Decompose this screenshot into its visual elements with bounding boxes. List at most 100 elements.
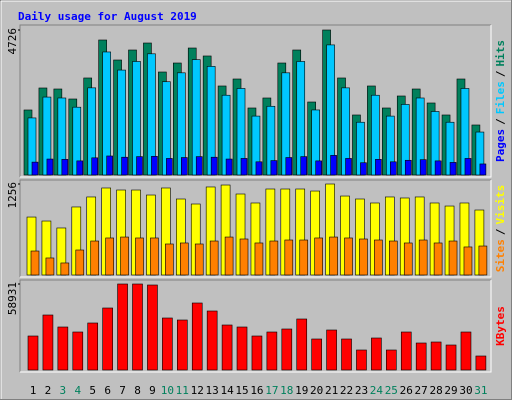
y-tick-label: 58931	[6, 282, 19, 315]
panel-bevel	[20, 25, 492, 178]
x-tick-label: 24	[370, 384, 384, 397]
bar	[27, 335, 39, 371]
legend-entry: Files	[494, 81, 507, 114]
panel-bevel	[20, 280, 492, 373]
x-tick-label: 25	[385, 384, 398, 397]
bar	[132, 283, 143, 371]
bar	[240, 158, 248, 176]
x-tick-label: 21	[325, 384, 338, 397]
bar	[61, 159, 69, 176]
bar	[449, 162, 457, 176]
bar	[30, 250, 40, 276]
x-tick-label: 27	[415, 384, 428, 397]
bar	[460, 331, 472, 371]
bar	[344, 237, 353, 276]
x-tick-label: 9	[149, 384, 156, 397]
bar	[255, 161, 263, 176]
bar	[463, 246, 473, 276]
bar	[374, 239, 383, 276]
x-tick-label: 30	[459, 384, 472, 397]
bar	[91, 157, 99, 176]
chart-title: Daily usage for August 2019	[18, 10, 197, 23]
bar	[360, 162, 367, 176]
bar	[254, 242, 264, 276]
bar	[478, 245, 488, 276]
bar	[448, 240, 458, 276]
x-tick-label: 16	[250, 384, 263, 397]
bar	[72, 331, 84, 371]
bar	[345, 158, 352, 176]
bar	[389, 240, 398, 276]
bar	[45, 257, 55, 276]
bar	[210, 156, 218, 176]
bar	[475, 355, 487, 371]
y-tick-label: 4726	[6, 28, 19, 55]
x-tick-label: 3	[60, 384, 67, 397]
bar	[400, 331, 412, 371]
x-tick-label: 22	[340, 384, 353, 397]
bar	[315, 160, 322, 176]
bar	[314, 237, 323, 276]
bar	[162, 317, 173, 371]
bar	[281, 328, 293, 371]
bar	[181, 157, 188, 176]
bar	[479, 163, 487, 176]
bar	[418, 239, 428, 276]
bar	[311, 338, 322, 371]
panel-bevel	[19, 179, 491, 277]
x-tick-label: 19	[295, 384, 308, 397]
x-tick-label: 1	[30, 384, 37, 397]
bar	[285, 157, 293, 176]
x-tick-label: 17	[265, 384, 278, 397]
bar	[403, 242, 413, 276]
bar	[57, 326, 69, 371]
bar	[42, 314, 54, 371]
bar	[87, 322, 99, 371]
bar	[177, 319, 188, 371]
bar	[180, 242, 189, 276]
bar	[206, 310, 218, 371]
x-tick-label: 31	[474, 384, 487, 397]
legend-entry: Hits	[494, 40, 507, 67]
x-tick-label: 10	[161, 384, 174, 397]
legend: Pages / Files / Hits	[494, 40, 507, 162]
bar	[251, 335, 263, 371]
bar	[166, 158, 173, 176]
x-tick-label: 29	[444, 384, 457, 397]
x-tick-label: 7	[119, 384, 126, 397]
panel-bevel	[19, 279, 491, 372]
x-tick-label: 20	[310, 384, 323, 397]
bar	[147, 284, 158, 371]
bar	[136, 156, 143, 176]
bar	[209, 240, 219, 276]
x-tick-label: 15	[235, 384, 248, 397]
legend: Sites / Visits	[494, 185, 507, 273]
bar	[415, 342, 427, 371]
bar	[329, 236, 338, 276]
legend-entry: KBytes	[494, 306, 507, 346]
bar	[60, 262, 70, 276]
x-tick-label: 6	[104, 384, 111, 397]
panel-bevel	[20, 180, 492, 278]
bar	[236, 326, 248, 371]
legend-entry: Visits	[494, 185, 507, 225]
x-tick-label: 13	[206, 384, 219, 397]
legend-entry: Sites	[494, 239, 507, 272]
bar	[330, 155, 337, 176]
bar	[31, 161, 39, 176]
bar	[270, 160, 278, 176]
bar	[419, 159, 427, 176]
bar	[225, 158, 233, 176]
bar	[375, 159, 382, 176]
bar	[433, 242, 443, 276]
bar	[165, 243, 174, 276]
bar	[445, 344, 457, 371]
panel-bevel	[19, 24, 491, 177]
x-tick-label: 5	[89, 384, 96, 397]
bar	[359, 238, 368, 276]
x-tick-label: 23	[355, 384, 368, 397]
bar	[239, 238, 249, 276]
legend-entry: Pages	[494, 129, 507, 162]
bar	[326, 329, 337, 371]
